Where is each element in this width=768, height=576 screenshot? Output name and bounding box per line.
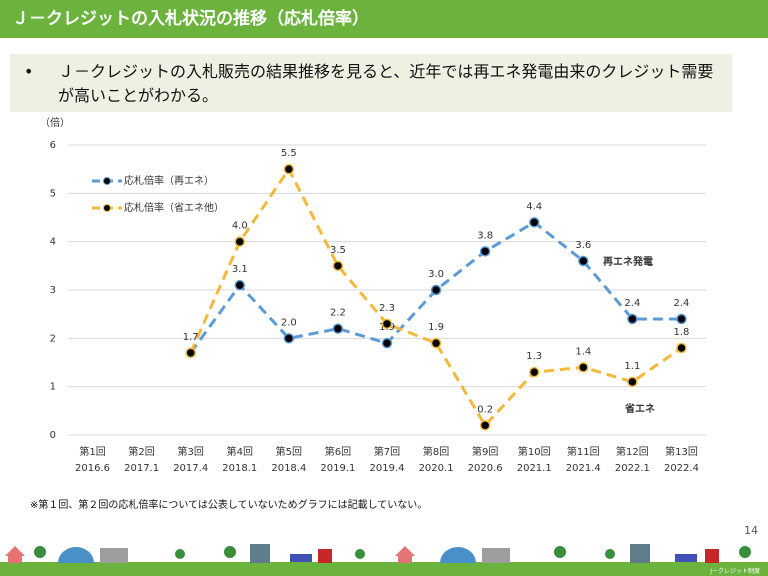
x-tick-label: 第6回 (325, 445, 351, 458)
data-point (332, 323, 344, 334)
data-label: 0.2 (477, 404, 493, 415)
x-tick-label: 第4回 (227, 445, 253, 458)
bullet-text: Ｊ－クレジットの入札販売の結果推移を見ると、近年では再エネ発電由来のクレジット需… (58, 62, 714, 105)
page-number: 14 (744, 524, 758, 537)
x-tick-label: 第12回 (616, 445, 649, 458)
data-point (479, 246, 491, 257)
data-label: 3.8 (477, 230, 493, 241)
x-tick-label: 2020.6 (468, 463, 503, 474)
x-tick-label: 2022.4 (664, 463, 699, 474)
y-tick-label: 2 (50, 333, 56, 344)
x-tick-label: 2017.1 (124, 463, 159, 474)
x-tick-label: 2019.4 (370, 463, 405, 474)
footer-illustration (0, 544, 768, 576)
y-tick-label: 0 (50, 430, 56, 441)
data-point (627, 313, 638, 325)
x-tick-label: 第7回 (374, 445, 400, 458)
data-point (578, 255, 589, 267)
data-label: 1.9 (428, 322, 444, 333)
domes (58, 547, 476, 563)
data-point (283, 333, 295, 344)
footnote: ※第１回、第２回の応札倍率については公表していないためグラフには記載していない。 (30, 500, 428, 511)
data-point (676, 313, 687, 325)
data-label: 3.0 (428, 269, 444, 280)
factories (100, 544, 650, 563)
x-tick-label: 2019.1 (320, 463, 355, 474)
y-tick-label: 5 (50, 188, 56, 199)
data-label: 3.6 (575, 240, 591, 251)
data-label: 1.3 (526, 351, 542, 362)
slide-title: Ｊ－クレジットの入札状況の推移（応札倍率） (0, 0, 768, 38)
y-tick-label: 6 (50, 140, 56, 151)
x-tick-label: 第5回 (276, 445, 302, 458)
data-point (381, 337, 393, 349)
data-label: 5.5 (281, 148, 297, 159)
x-tick-label: 第8回 (423, 445, 449, 458)
y-tick-label: 4 (50, 237, 56, 248)
x-tick-label: 2018.4 (271, 463, 306, 474)
x-tick-label: 第10回 (518, 445, 551, 458)
houses (5, 546, 719, 563)
x-tick-label: 第2回 (128, 445, 154, 458)
data-point (430, 337, 442, 349)
data-point (528, 366, 540, 378)
annotation: 省エネ (624, 402, 655, 415)
legend-label: 応札倍率（再エネ） (124, 174, 214, 187)
footer-brand: J－クレジット制度 (710, 568, 760, 575)
y-tick-label: 3 (50, 285, 56, 296)
bullet-box: • Ｊ－クレジットの入札販売の結果推移を見ると、近年では再エネ発電由来のクレジッ… (10, 54, 732, 112)
legend-label: 応札倍率（省エネ他） (124, 201, 224, 214)
x-tick-label: 2021.4 (566, 463, 601, 474)
data-point (430, 284, 442, 296)
data-label: 4.4 (526, 201, 542, 212)
series-line (189, 166, 683, 428)
data-point (528, 217, 540, 228)
data-label: 2.0 (281, 317, 297, 328)
x-tick-label: 2020.1 (419, 463, 454, 474)
x-tick-label: 第13回 (665, 445, 698, 458)
data-point (332, 260, 344, 272)
trees (34, 546, 751, 559)
x-tick-label: 第11回 (567, 445, 600, 458)
data-point (479, 420, 491, 431)
data-label: 1.4 (575, 346, 591, 357)
x-tick-label: 第1回 (79, 445, 105, 458)
x-tick-label: 第3回 (178, 445, 204, 458)
x-tick-label: 2017.4 (173, 463, 208, 474)
data-point (185, 347, 196, 359)
x-tick-label: 2021.1 (517, 463, 552, 474)
data-label: 2.3 (379, 303, 395, 314)
data-label: 2.4 (674, 298, 690, 309)
data-label: 4.0 (232, 221, 248, 232)
legend-marker (103, 177, 111, 185)
ground (0, 562, 768, 576)
y-tick-label: 1 (50, 382, 56, 393)
data-label: 3.5 (330, 245, 346, 256)
data-label: 3.1 (232, 264, 248, 275)
x-tick-label: 2022.1 (615, 463, 650, 474)
data-point (676, 342, 687, 354)
data-label: 2.2 (330, 308, 346, 319)
data-point (627, 376, 638, 388)
x-tick-label: 第9回 (472, 445, 498, 458)
data-label: 2.4 (624, 298, 640, 309)
data-label: 1.1 (624, 361, 640, 372)
data-point (578, 362, 589, 373)
x-tick-label: 2016.6 (75, 463, 110, 474)
panels (290, 554, 697, 562)
data-point (234, 279, 246, 291)
annotation: 再エネ発電 (603, 255, 653, 268)
y-unit: （倍） (40, 117, 70, 129)
x-tick-label: 2018.1 (222, 463, 257, 474)
data-label: 1.8 (674, 327, 690, 338)
legend-marker (103, 204, 111, 212)
data-label: 1.7 (183, 332, 199, 343)
data-point (283, 163, 295, 175)
data-point (234, 236, 246, 247)
bullet-marker: • (24, 62, 34, 81)
chart: （倍） 0 1 2 3 4 5 6 第1回 2016.6 第2回 2017.1 第3回 2017.4 第4… (40, 117, 706, 474)
data-point (381, 318, 393, 330)
